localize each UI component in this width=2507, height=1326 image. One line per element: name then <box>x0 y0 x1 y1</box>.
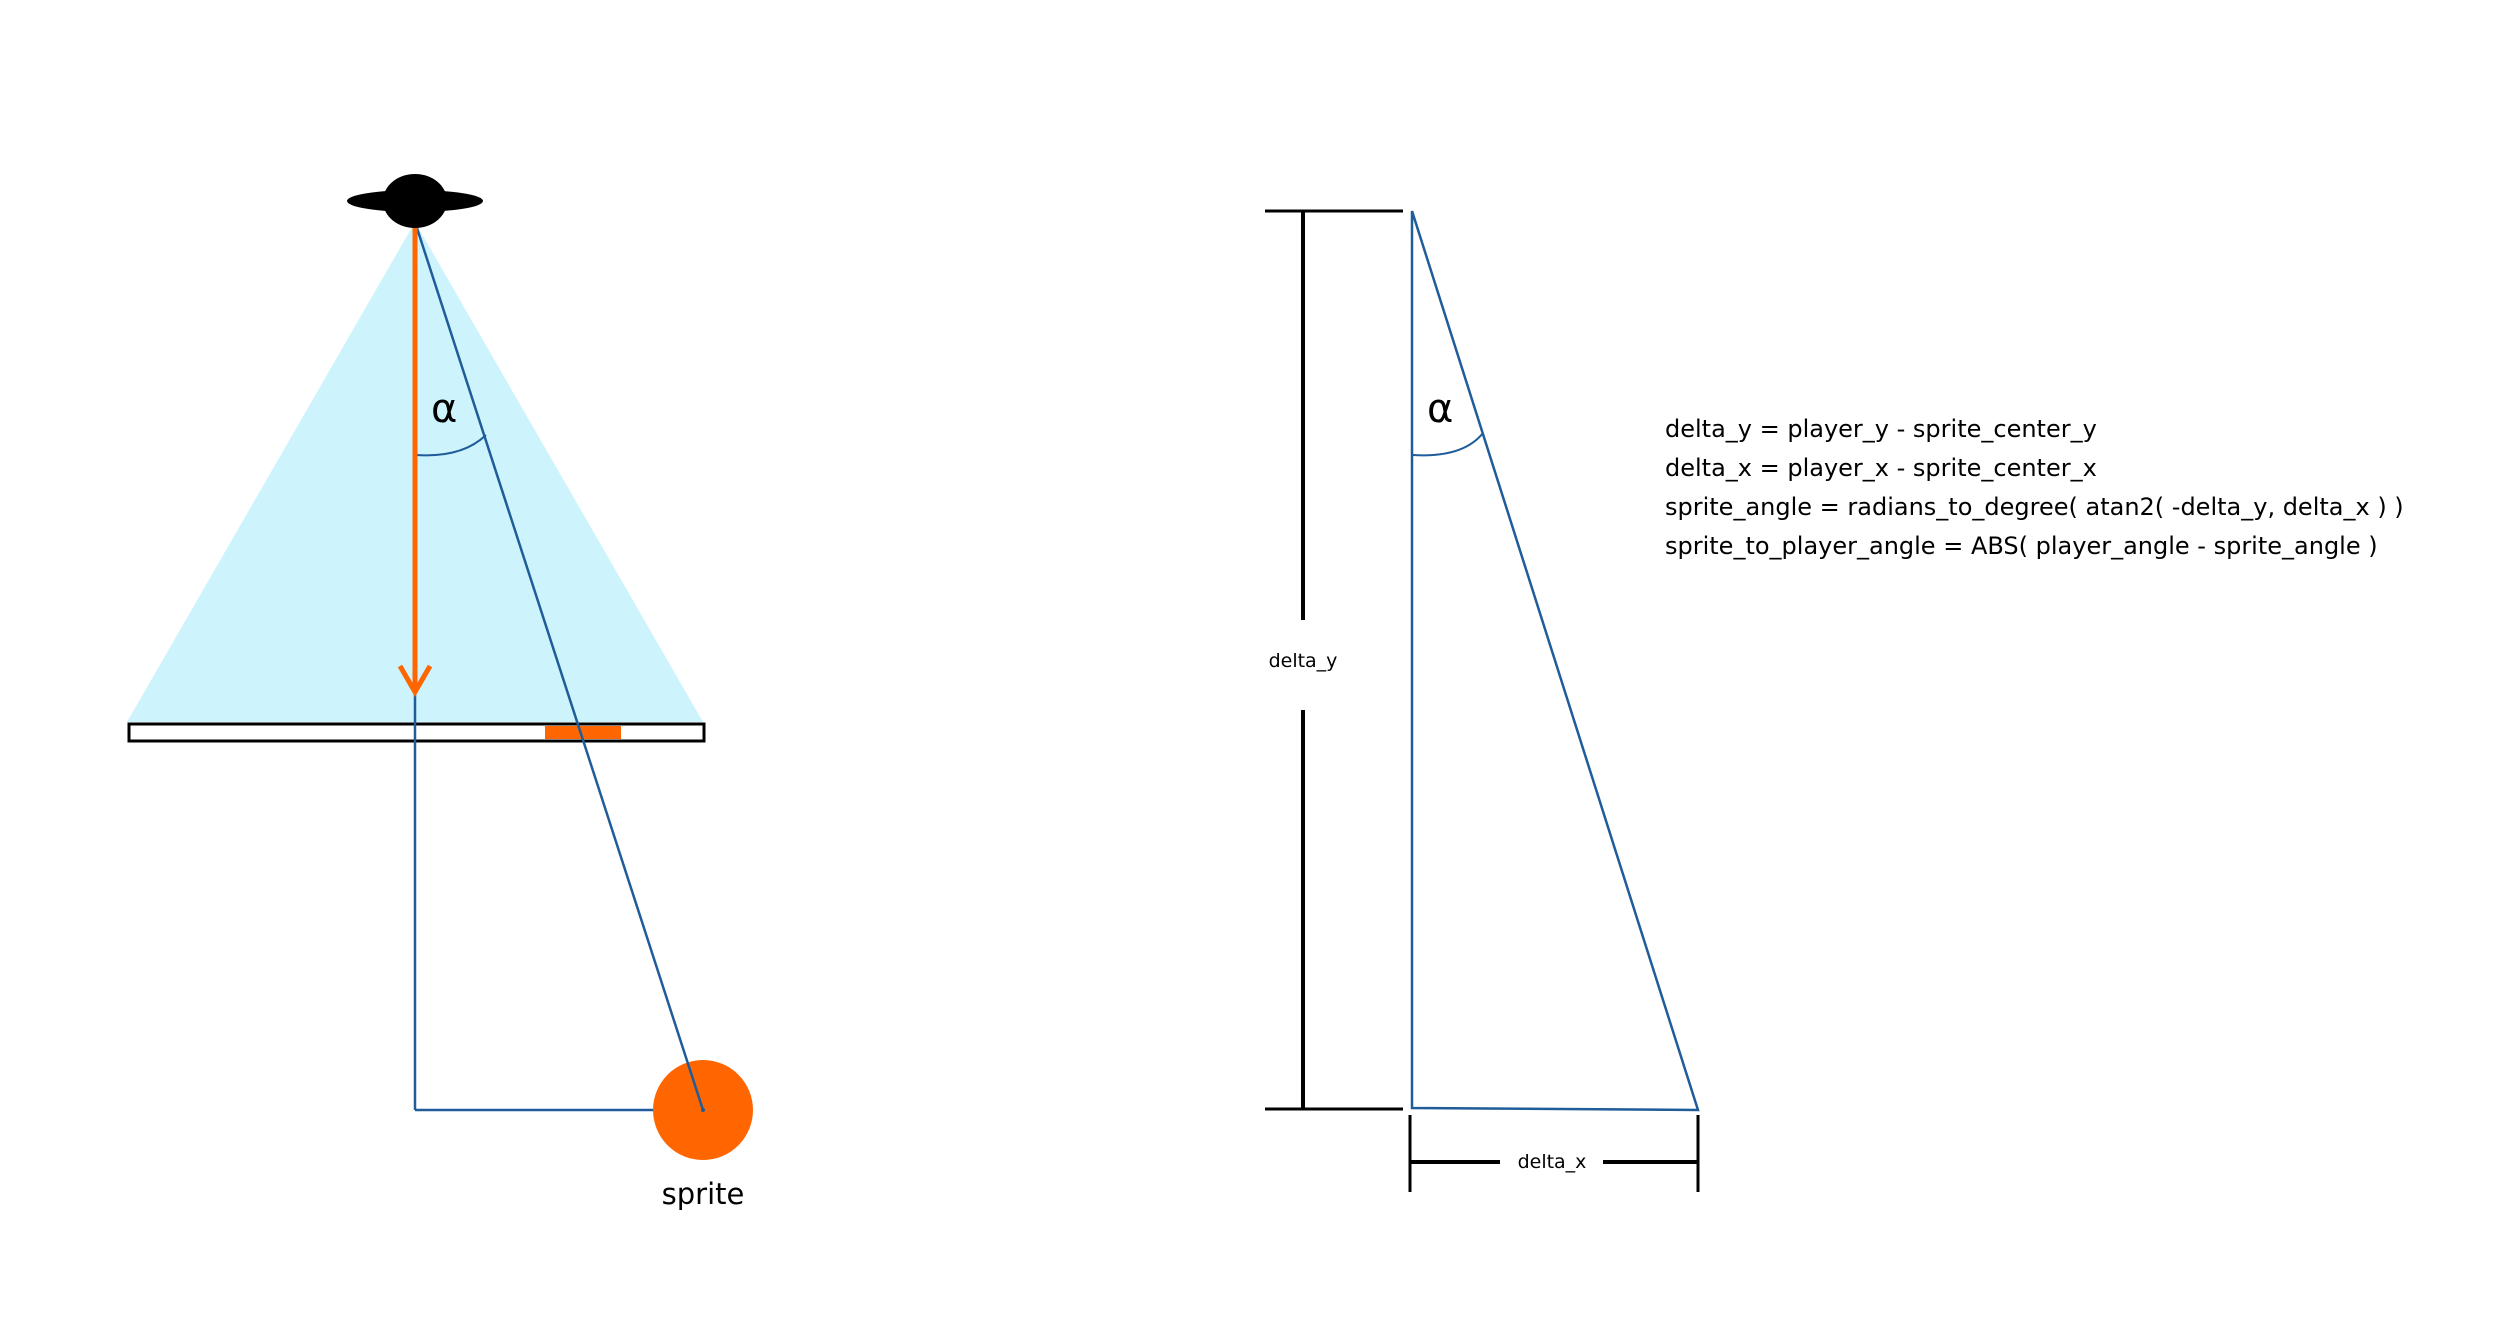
formula-line-delta-y: delta_y = player_y - sprite_center_y <box>1665 415 2097 443</box>
view-direction-arrowhead <box>397 664 433 698</box>
left-angle-label: α <box>431 386 457 432</box>
delta-triangle <box>1410 210 1700 1112</box>
formula-block: delta_y = player_y - sprite_center_y del… <box>1665 410 2404 566</box>
sprite-screen-projection <box>545 726 621 739</box>
delta-x-dimension <box>1408 1115 1700 1192</box>
angle-arc <box>415 434 487 457</box>
sprite-label: sprite <box>662 1177 745 1211</box>
delta-y-label: delta_y <box>1269 650 1338 672</box>
delta-y-dimension <box>1265 209 1403 1111</box>
formula-line-sprite-to-player-angle: sprite_to_player_angle = ABS( player_ang… <box>1665 532 2378 560</box>
player-to-sprite-ray <box>413 221 705 1111</box>
right-angle-arc <box>1412 432 1484 457</box>
right-diagram: delta_y delta_x α <box>1265 209 1700 1192</box>
right-angle-label: α <box>1427 386 1453 432</box>
formula-line-sprite-angle: sprite_angle = radians_to_degree( atan2(… <box>1665 493 2404 521</box>
left-diagram: α sprite <box>127 174 753 1211</box>
formula-line-delta-x: delta_x = player_x - sprite_center_x <box>1665 454 2097 482</box>
player-icon <box>347 174 483 228</box>
delta-x-label: delta_x <box>1518 1151 1587 1173</box>
